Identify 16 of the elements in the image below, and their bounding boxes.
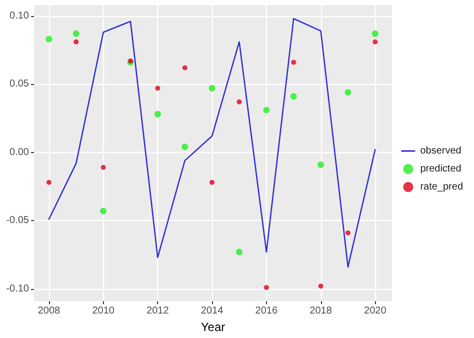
x-tick-label: 2016	[255, 306, 278, 317]
y-tick-label: -0.10	[6, 283, 30, 294]
x-tick-label: 2014	[200, 306, 224, 317]
y-tick-label: 0.10	[10, 10, 30, 22]
legend-label: predicted	[420, 164, 462, 174]
x-axis-title: Year	[200, 320, 226, 334]
y-tick-label: 0.00	[10, 146, 30, 158]
legend-label: rate_pred	[420, 182, 464, 192]
legend-label: observed	[420, 146, 462, 156]
y-tick-label: -0.05	[6, 215, 30, 226]
x-tick-label: 2020	[364, 306, 387, 317]
x-tick-label: 2012	[146, 306, 170, 317]
x-tick-label: 2010	[92, 306, 115, 317]
x-tick-label: 2018	[310, 306, 332, 317]
x-tick-label: 2008	[38, 306, 61, 317]
y-tick-label: 0.05	[10, 78, 30, 90]
